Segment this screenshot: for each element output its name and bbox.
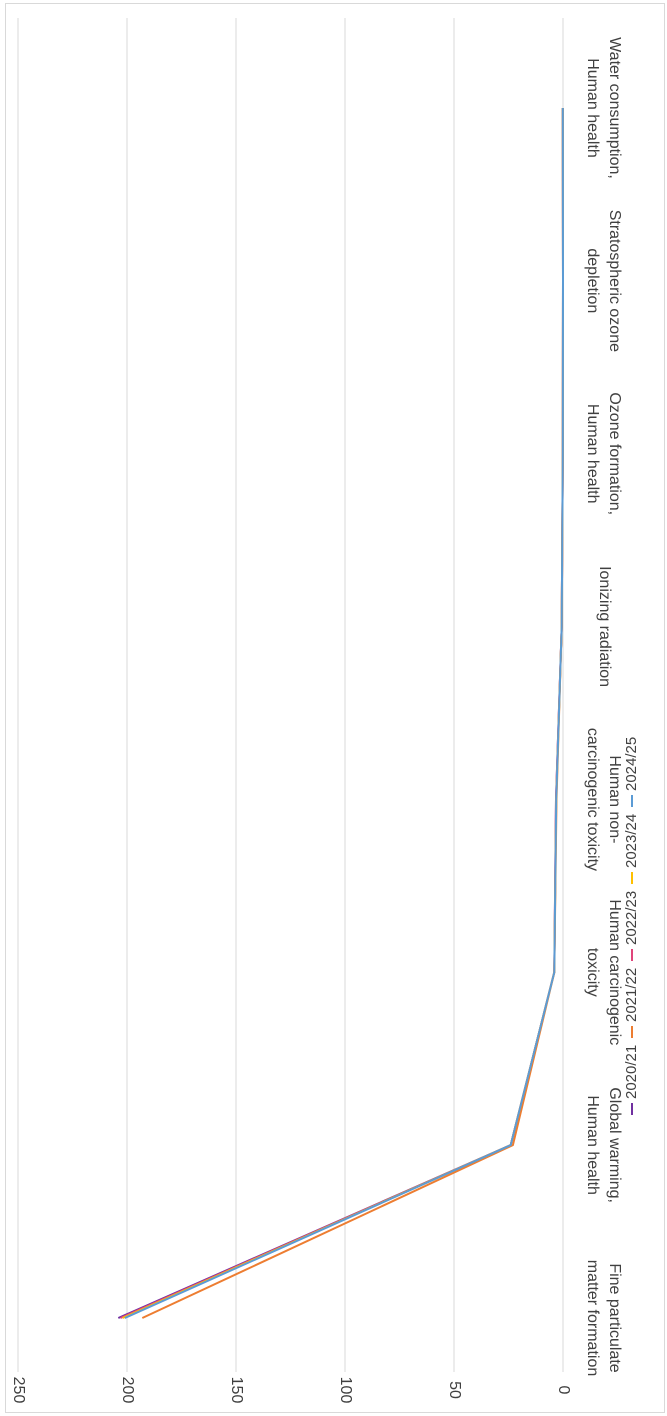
- series-line-2022-23: [120, 107, 564, 1319]
- category-label-line: Human health: [584, 1095, 601, 1195]
- series-line-2024-25: [124, 107, 564, 1319]
- chart-frame: [5, 3, 665, 1413]
- category-axis-labels: Fine particulate matter formation Global w…: [584, 37, 623, 1376]
- category-label: Ionizing radiation: [596, 566, 613, 687]
- legend-label: 2022/23: [623, 891, 640, 945]
- series-line-2021-22: [141, 107, 564, 1319]
- value-axis-tick-label: 100: [337, 1377, 354, 1404]
- category-label: Fine particulate matter formation: [584, 1260, 623, 1376]
- value-axis-tick-labels: 0 50 100 150 200 250: [10, 1377, 572, 1404]
- value-axis-tick-label: 50: [446, 1381, 463, 1399]
- category-label-line: Human health: [584, 404, 601, 504]
- category-label-line: Ionizing radiation: [596, 566, 613, 687]
- gridlines: [17, 18, 564, 1372]
- category-label-line: depletion: [584, 248, 601, 313]
- category-label: Global warming, Human health: [584, 1087, 623, 1203]
- category-label-line: Human health: [584, 58, 601, 158]
- category-label: Ozone formation, Human health: [584, 392, 623, 515]
- legend-label: 2024/25: [623, 737, 640, 791]
- category-label-line: Human carcinogenic: [606, 899, 623, 1045]
- category-label: Human carcinogenic toxicity: [584, 899, 623, 1045]
- value-axis-tick-label: 200: [119, 1377, 136, 1404]
- legend-label: 2023/24: [623, 814, 640, 868]
- value-axis-tick-label: 250: [10, 1377, 27, 1404]
- category-label-line: Global warming,: [606, 1087, 623, 1203]
- category-label-line: toxicity: [584, 948, 601, 997]
- category-label-line: Stratospheric ozone: [606, 210, 623, 352]
- series-lines: [117, 107, 564, 1319]
- category-label-line: Fine particulate: [606, 1263, 623, 1372]
- category-label: Water consumption, Human health: [584, 37, 623, 179]
- series-line-2020-21: [117, 107, 564, 1319]
- value-axis-tick-label: 150: [228, 1377, 245, 1404]
- series-line-2023-24: [122, 107, 564, 1319]
- value-axis-tick-label: 0: [555, 1386, 572, 1395]
- legend-label: 2021/22: [623, 968, 640, 1022]
- legend-label: 2020/21: [623, 1045, 640, 1099]
- category-label-line: Ozone formation,: [606, 392, 623, 515]
- legend: 2020/21 2021/22 2022/23 2023/24 2024/25: [623, 737, 640, 1115]
- category-label: Human non-carcinogenic toxicity: [584, 728, 623, 871]
- category-label: Stratospheric ozone depletion: [584, 210, 623, 352]
- category-label-line: Water consumption,: [606, 37, 623, 179]
- category-label-line: Human non-: [606, 755, 623, 843]
- category-label-line: matter formation: [584, 1260, 601, 1376]
- category-label-line: carcinogenic toxicity: [584, 728, 601, 871]
